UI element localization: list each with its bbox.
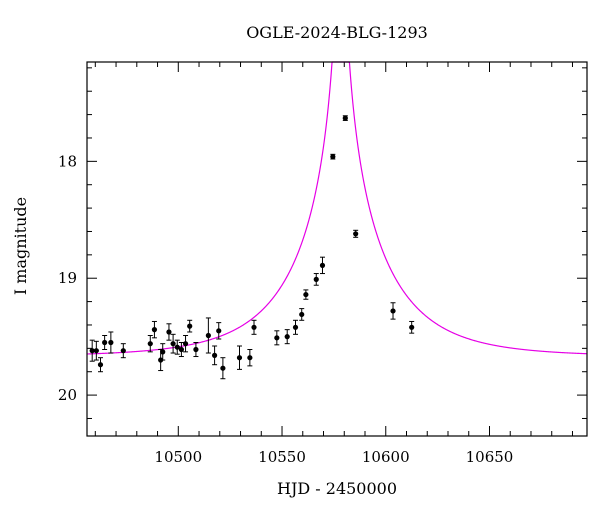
data-point [89,339,95,362]
point-marker [236,355,243,361]
data-point [274,330,280,346]
x-tick-label: 10500 [154,448,202,466]
plot-frame [86,61,588,437]
x-axis-label: HJD - 2450000 [277,479,397,498]
data-point [187,319,193,333]
data-point [120,343,126,359]
data-point [211,345,218,366]
data-point [292,319,299,335]
data-point [216,322,222,340]
point-marker [342,115,348,121]
data-point [108,331,114,354]
point-marker [216,328,222,334]
point-marker [187,323,193,329]
point-marker [205,332,211,339]
point-marker [303,291,309,298]
data-point [409,320,415,334]
point-marker [299,311,305,318]
data-point [147,334,153,353]
point-marker [166,329,172,335]
point-marker [330,154,336,160]
data-point [151,320,158,339]
data-point [313,273,319,286]
x-tick-label: 10550 [258,448,306,466]
point-marker [102,339,108,346]
point-marker [174,344,180,350]
point-marker [251,324,257,330]
data-point [342,115,348,121]
data-point [205,317,211,354]
point-marker [220,365,226,371]
data-point [160,343,166,361]
point-marker [89,348,95,354]
data-point [353,229,359,238]
x-tick-label: 10600 [362,448,410,466]
point-marker [182,341,189,347]
data-point [236,345,243,370]
point-marker [390,308,396,314]
point-marker [319,262,326,268]
data-point [220,357,226,380]
data-point [193,342,199,358]
data-point [330,153,336,160]
data-point [299,308,305,321]
point-marker [151,327,158,333]
point-marker [409,324,415,330]
point-marker [292,324,299,330]
x-tick-label: 10650 [466,448,514,466]
point-marker [313,276,319,282]
point-marker [160,349,166,355]
point-marker [147,341,153,347]
y-tick-label: 18 [58,152,77,170]
point-marker [170,341,176,347]
model-curve-layer [86,61,588,355]
point-marker [353,231,359,237]
data-point [166,323,172,341]
data-point [284,329,290,345]
y-tick-label: 20 [58,386,77,404]
data-point [102,334,108,351]
point-marker [178,346,184,353]
y-axis-label: I magnitude [11,197,30,295]
chart-title: OGLE-2024-BLG-1293 [246,23,428,42]
point-marker [97,362,104,368]
point-marker [120,348,126,354]
point-marker [93,348,99,354]
point-marker [108,339,114,346]
data-point [178,342,184,358]
data-point [170,333,176,354]
data-point [93,340,99,361]
data-point [174,339,180,355]
point-marker [193,346,199,353]
model-curve [86,61,588,355]
point-marker [284,334,290,340]
data-point [182,334,189,353]
point-marker [247,355,253,361]
data-point [319,256,326,275]
point-marker [211,352,218,358]
data-point [390,302,396,320]
axis-ticks: 10500 10550 10600 10650 18 19 20 [58,62,587,466]
y-tick-label: 19 [58,269,77,287]
data-point [303,289,309,300]
data-point [247,349,253,367]
data-points-layer [89,115,415,380]
data-point [251,319,257,335]
data-point [97,357,104,373]
point-marker [274,335,280,341]
